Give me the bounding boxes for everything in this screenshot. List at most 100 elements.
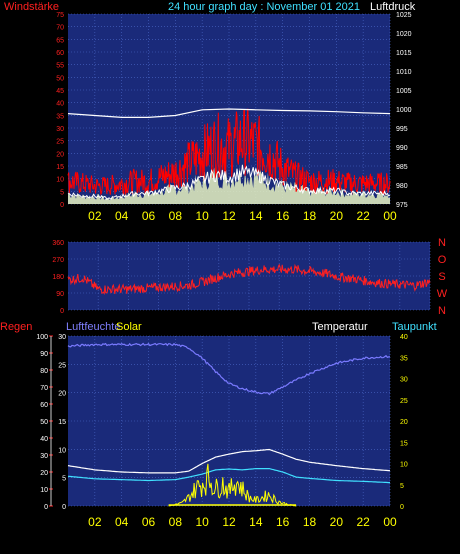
y-left-tick-label: 70 — [56, 25, 64, 32]
y-temp-tick-label: 5 — [400, 483, 404, 490]
y-left-tick-label: 45 — [56, 88, 64, 95]
humidity-line — [67, 342, 391, 396]
chart-title: 24 hour graph day : November 01 2021 — [168, 1, 360, 13]
y-rain-tick-label: 10 — [40, 487, 48, 494]
x-tick-label: 00 — [383, 515, 397, 529]
regen-label: Regen — [0, 321, 32, 333]
x-tick-label: 00 — [383, 209, 397, 223]
y-right-tick-label: 1015 — [396, 50, 412, 57]
x-tick-label: 08 — [169, 515, 183, 529]
x-tick-label: 10 — [195, 209, 209, 223]
x-tick-label: 06 — [142, 515, 156, 529]
y-rain-tick-label: 30 — [40, 453, 48, 460]
compass-label: O — [438, 254, 447, 266]
y-right-tick-label: 1005 — [396, 88, 412, 95]
y-solar-tick-label: 25 — [58, 362, 66, 369]
x-tick-label: 04 — [115, 209, 129, 223]
y-rain-tick-label: 100 — [36, 334, 48, 341]
y-temp-tick-label: 10 — [400, 462, 408, 469]
y-left-tick-label: 0 — [60, 202, 64, 209]
y-temp-tick-label: 0 — [400, 504, 404, 511]
y-right-tick-label: 985 — [396, 164, 408, 171]
y-left-tick-label: 40 — [56, 101, 64, 108]
y-left-tick-label: 5 — [60, 189, 64, 196]
compass-label: N — [438, 305, 446, 317]
temperature-line — [67, 448, 391, 474]
y-right-tick-label: 980 — [396, 183, 408, 190]
humidity-solar-temp-panel: 0 10 20 30 40 50 60 70 80 90 100 0 5 10 15 20 25 30 0 5 10 15… — [36, 334, 408, 529]
y-rain-tick-label: 0 — [44, 504, 48, 511]
y-right-tick-label: 1000 — [396, 107, 412, 114]
y-direction-tick-label: 180 — [52, 274, 64, 281]
y-temp-tick-label: 30 — [400, 377, 408, 384]
y-solar-tick-label: 30 — [58, 334, 66, 341]
x-tick-label: 14 — [249, 515, 263, 529]
x-tick-label: 12 — [222, 209, 236, 223]
compass-label: W — [437, 288, 448, 300]
y-solar-tick-label: 5 — [62, 476, 66, 483]
x-tick-label: 16 — [276, 515, 290, 529]
wind-direction-line — [67, 263, 431, 296]
y-direction-tick-label: 360 — [52, 240, 64, 247]
y-left-tick-label: 60 — [56, 50, 64, 57]
x-tick-label: 22 — [356, 209, 370, 223]
x-tick-label: 04 — [115, 515, 129, 529]
y-left-tick-label: 25 — [56, 139, 64, 146]
y-right-tick-label: 995 — [396, 126, 408, 133]
solar-label: Solar — [116, 321, 142, 333]
y-rain-tick-label: 40 — [40, 436, 48, 443]
windstaerke-label: Windstärke — [4, 1, 59, 13]
y-left-tick-label: 35 — [56, 113, 64, 120]
temperatur-label: Temperatur — [312, 321, 368, 333]
dewpoint-line — [67, 468, 390, 484]
y-right-tick-label: 990 — [396, 145, 408, 152]
wind-pressure-panel: 0510152025303540455055606570759759809859… — [56, 12, 411, 223]
wind-average-line — [67, 164, 391, 201]
y-rain-tick-label: 20 — [40, 470, 48, 477]
y-left-tick-label: 75 — [56, 12, 64, 19]
y-temp-tick-label: 20 — [400, 419, 408, 426]
x-tick-label: 18 — [303, 515, 317, 529]
y-solar-tick-label: 15 — [58, 419, 66, 426]
x-tick-label: 16 — [276, 209, 290, 223]
y-temp-tick-label: 25 — [400, 398, 408, 405]
y-rain-tick-label: 60 — [40, 402, 48, 409]
taupunkt-label: Taupunkt — [392, 321, 437, 333]
x-tick-label: 20 — [330, 515, 344, 529]
x-tick-label: 02 — [88, 515, 102, 529]
pressure-line — [67, 108, 391, 119]
y-solar-tick-label: 10 — [58, 447, 66, 454]
y-right-tick-label: 1010 — [396, 69, 412, 76]
x-tick-label: 08 — [169, 209, 183, 223]
x-tick-label: 06 — [142, 209, 156, 223]
y-left-tick-label: 30 — [56, 126, 64, 133]
y-rain-tick-label: 80 — [40, 368, 48, 375]
y-rain-tick-label: 90 — [40, 351, 48, 358]
y-right-tick-label: 1025 — [396, 12, 412, 19]
solar-line — [168, 463, 297, 507]
compass-label: N — [438, 237, 446, 249]
y-left-tick-label: 20 — [56, 151, 64, 158]
y-left-tick-label: 10 — [56, 177, 64, 184]
x-tick-label: 22 — [356, 515, 370, 529]
y-rain-tick-label: 70 — [40, 385, 48, 392]
compass-label: S — [438, 271, 445, 283]
x-tick-label: 20 — [330, 209, 344, 223]
y-temp-tick-label: 35 — [400, 355, 408, 362]
y-left-tick-label: 15 — [56, 164, 64, 171]
y-temp-tick-label: 40 — [400, 334, 408, 341]
y-direction-tick-label: 0 — [60, 308, 64, 315]
luftfeuchte-label: Luftfeuchte — [66, 321, 120, 333]
y-direction-tick-label: 90 — [56, 291, 64, 298]
y-left-tick-label: 50 — [56, 75, 64, 82]
y-rain-tick-label: 50 — [40, 419, 48, 426]
y-solar-tick-label: 20 — [58, 391, 66, 398]
y-direction-tick-label: 270 — [52, 257, 64, 264]
x-tick-label: 12 — [222, 515, 236, 529]
y-right-tick-label: 1020 — [396, 31, 412, 38]
y-left-tick-label: 55 — [56, 63, 64, 70]
y-temp-tick-label: 15 — [400, 440, 408, 447]
y-solar-tick-label: 0 — [62, 504, 66, 511]
